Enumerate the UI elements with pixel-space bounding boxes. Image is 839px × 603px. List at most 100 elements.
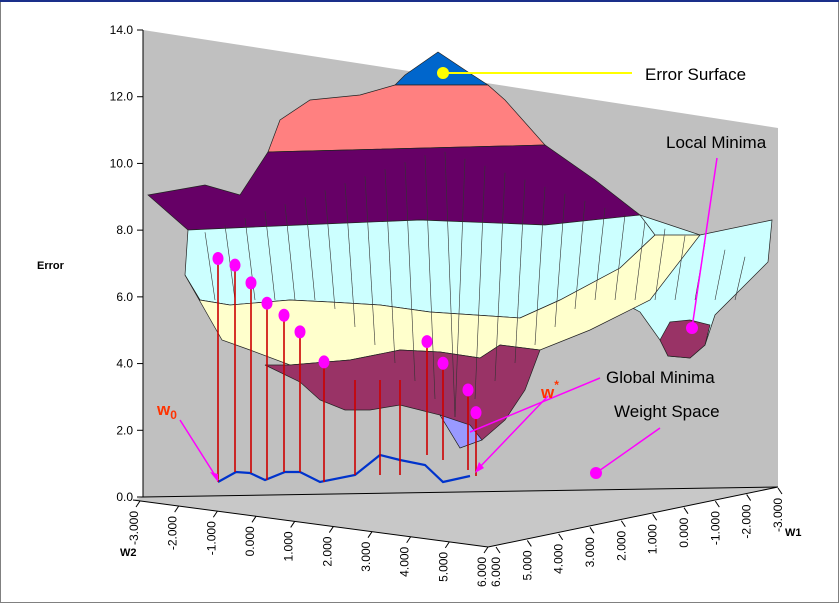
descent-point xyxy=(261,296,273,310)
descent-point xyxy=(278,308,290,322)
w0-subscript: 0 xyxy=(170,408,177,422)
w1-tick-label: 6.000 xyxy=(489,557,503,587)
w2-tick-label: 1.000 xyxy=(282,531,296,561)
w1-tick-label: -2.000 xyxy=(740,504,754,538)
z-tick-label: 14.0 xyxy=(110,23,134,37)
w0-base: w xyxy=(156,400,171,419)
wstar-pointer xyxy=(476,395,549,471)
w2-tick-label: -3.000 xyxy=(127,511,141,545)
error-surface-marker xyxy=(437,67,449,79)
w1-tick-label: 4.000 xyxy=(552,544,566,574)
mesh-line xyxy=(364,176,376,346)
floor-edge-w2 xyxy=(132,499,489,548)
drop-lines xyxy=(217,258,477,482)
mesh-line xyxy=(734,256,746,301)
mesh-line xyxy=(714,249,726,301)
w2-axis-label: W2 xyxy=(120,547,137,559)
wstar-arrowhead xyxy=(475,462,484,473)
mesh-line xyxy=(384,169,396,364)
z-axis-label: Error xyxy=(37,260,65,272)
z-tick-label: 4.0 xyxy=(116,357,133,371)
w1-tick-label: 1.000 xyxy=(646,524,660,554)
mesh-line xyxy=(494,172,506,382)
local-minima-marker xyxy=(686,322,698,334)
z-tick-label: 2.0 xyxy=(116,423,133,437)
weight-space-pointer xyxy=(595,427,661,474)
w2-tick-mark xyxy=(290,521,296,528)
w0-pointer xyxy=(179,419,219,481)
w1-tick-mark xyxy=(620,520,626,528)
w2-tick-mark xyxy=(367,531,373,538)
floor-edge-w1 xyxy=(487,486,779,548)
descent-point xyxy=(421,335,433,349)
w2-tick-mark xyxy=(251,516,257,523)
descent-point xyxy=(470,406,482,420)
w1-tick-mark xyxy=(652,513,658,521)
w2-tick-mark xyxy=(212,510,218,518)
z-tick-label: 10.0 xyxy=(110,156,134,170)
w0-arrowhead xyxy=(210,472,218,482)
surface-band-bottom-blue xyxy=(439,414,483,449)
w2-axis-ticks: -3.000 -2.000 -1.000 0.000 1.000 2.000 3.000 4.… xyxy=(127,500,489,587)
z-tick-label: 8.0 xyxy=(116,223,133,237)
mesh-line xyxy=(654,228,666,301)
mesh-line xyxy=(534,186,546,346)
z-tick-label: 0.0 xyxy=(116,490,133,504)
mesh-line xyxy=(264,211,276,301)
descent-point xyxy=(437,356,449,370)
weight-space-path xyxy=(217,453,471,484)
descent-point xyxy=(462,383,474,397)
error-surface-label: Error Surface xyxy=(645,65,746,84)
mesh-line xyxy=(204,232,216,301)
w1-tick-mark xyxy=(526,540,532,547)
w2-tick-label: 6.000 xyxy=(475,557,489,587)
w2-tick-label: 3.000 xyxy=(359,541,373,571)
z-axis-ticks: 0.0 2.0 4.0 6.0 8.0 10.0 12.0 14.0 xyxy=(110,23,143,504)
w1-tick-label: -1.000 xyxy=(708,511,722,545)
surface-mesh xyxy=(204,151,746,418)
local-minima-pointer xyxy=(691,157,718,329)
w2-tick-mark xyxy=(328,526,334,533)
w2-tick-label: 4.000 xyxy=(398,546,412,576)
w2-tick-label: 2.000 xyxy=(320,536,334,566)
wstar-label: w* xyxy=(540,378,559,402)
w1-tick-label: 2.000 xyxy=(614,530,628,560)
w2-tick-mark xyxy=(406,536,412,544)
mesh-line xyxy=(424,155,436,400)
descent-point xyxy=(212,252,224,266)
w1-tick-mark xyxy=(589,527,595,534)
descent-point xyxy=(294,325,306,339)
global-minima-label: Global Minima xyxy=(606,368,715,387)
w1-tick-label: 5.000 xyxy=(520,550,534,580)
w1-axis-ticks: 6.000 5.000 4.000 3.000 2.000 1.000 0.000 -1.00… xyxy=(489,487,785,587)
global-minima-pointer xyxy=(469,377,601,433)
w0-label: w0 xyxy=(156,400,177,422)
mesh-line xyxy=(444,151,456,418)
w1-tick-mark xyxy=(683,507,689,514)
surface-band-maroon xyxy=(264,344,541,449)
floor-back-edge xyxy=(142,486,779,498)
w2-tick-mark xyxy=(483,546,489,554)
wstar-base: w xyxy=(540,383,555,402)
mesh-line xyxy=(594,207,606,301)
w1-tick-label: 0.000 xyxy=(677,517,691,547)
w2-tick-label: -2.000 xyxy=(166,516,180,550)
mesh-line xyxy=(554,193,566,328)
w2-tick-mark xyxy=(174,505,180,513)
w2-tick-mark xyxy=(135,500,141,508)
w1-tick-label: 3.000 xyxy=(583,537,597,567)
descent-point xyxy=(318,355,330,369)
w1-tick-mark xyxy=(777,487,783,495)
w2-tick-label: 0.000 xyxy=(243,526,257,556)
w1-tick-mark xyxy=(746,494,752,501)
chart-floor xyxy=(133,487,778,547)
weight-space-label: Weight Space xyxy=(614,402,720,421)
mesh-line xyxy=(304,197,316,301)
w1-tick-label: -3.000 xyxy=(771,498,785,532)
mesh-line xyxy=(284,204,296,301)
z-tick-label: 12.0 xyxy=(110,90,134,104)
w1-tick-mark xyxy=(558,533,564,541)
mesh-line xyxy=(514,179,526,364)
w2-tick-label: 5.000 xyxy=(436,552,450,582)
